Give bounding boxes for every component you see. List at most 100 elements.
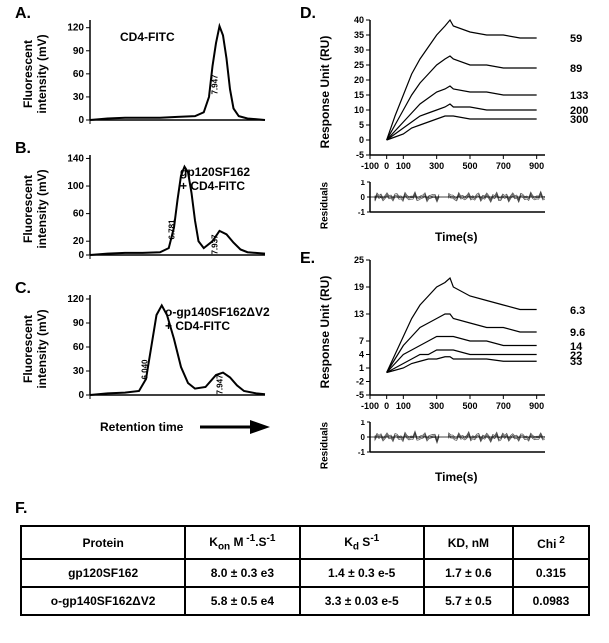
svg-text:40: 40	[354, 15, 364, 25]
panel-d-chart: -5 0 5 10 15 20 25 30 35 40 -100 0 100 300 500 700 900	[345, 15, 575, 175]
svg-text:-100: -100	[361, 161, 379, 171]
svg-text:120: 120	[67, 294, 84, 305]
table-cell: 8.0 ± 0.3 e3	[185, 559, 299, 587]
curve-label: 89	[570, 63, 582, 75]
table-cell: 5.8 ± 0.5 e4	[185, 587, 299, 615]
panel-c-title: o-gp140SF162ΔV2+ CD4-FITC	[165, 305, 270, 333]
svg-text:100: 100	[396, 161, 411, 171]
curve-label: 9.6	[570, 327, 585, 339]
svg-text:0: 0	[359, 135, 364, 145]
table-header-cell: KD, nM	[424, 526, 513, 559]
panel-e-ylabel: Response Unit (RU)	[318, 257, 332, 407]
table-cell: 5.7 ± 0.5	[424, 587, 513, 615]
panel-a-peak: 7.947	[211, 74, 220, 94]
svg-text:19: 19	[354, 282, 364, 292]
panel-a-label: A.	[15, 5, 31, 23]
panel-e-xlabel: Time(s)	[435, 470, 477, 484]
curve-label: 300	[570, 114, 588, 126]
panel-c-peak1: 6.040	[141, 359, 150, 379]
table-cell: 0.315	[513, 559, 589, 587]
svg-text:500: 500	[462, 161, 477, 171]
svg-text:300: 300	[429, 401, 444, 411]
panel-e-label: E.	[300, 250, 315, 268]
svg-text:900: 900	[529, 401, 544, 411]
svg-text:1: 1	[361, 180, 366, 187]
svg-text:25: 25	[354, 255, 364, 265]
panel-c-ylabel: Fluorescentintensity (mV)	[21, 309, 49, 389]
svg-text:100: 100	[396, 401, 411, 411]
panel-e-residuals-label: Residuals	[320, 416, 331, 476]
table-cell: gp120SF162	[21, 559, 185, 587]
svg-text:-5: -5	[356, 150, 364, 160]
svg-text:-1: -1	[358, 448, 366, 457]
table-cell: 1.7 ± 0.6	[424, 559, 513, 587]
svg-text:25: 25	[354, 60, 364, 70]
curve-label: 6.3	[570, 305, 585, 317]
svg-text:5: 5	[359, 120, 364, 130]
panel-d-label: D.	[300, 5, 316, 23]
svg-text:0: 0	[78, 250, 84, 261]
svg-text:700: 700	[496, 401, 511, 411]
table-header-cell: Protein	[21, 526, 185, 559]
svg-text:0: 0	[384, 161, 389, 171]
svg-text:700: 700	[496, 161, 511, 171]
svg-text:900: 900	[529, 161, 544, 171]
svg-text:30: 30	[354, 45, 364, 55]
svg-text:20: 20	[354, 75, 364, 85]
panel-e-residuals: -1 0 1	[345, 420, 575, 465]
table-cell: 1.4 ± 0.3 e-5	[300, 559, 424, 587]
curve-label: 133	[570, 90, 588, 102]
panel-b-label: B.	[15, 140, 31, 158]
panel-b-title: gp120SF162+ CD4-FITC	[180, 165, 250, 193]
svg-text:13: 13	[354, 309, 364, 319]
svg-text:1: 1	[359, 363, 364, 373]
svg-text:60: 60	[73, 69, 85, 80]
panel-c-label: C.	[15, 280, 31, 298]
curve-label: 33	[570, 356, 582, 368]
panel-a-ylabel: Fluorescentintensity (mV)	[21, 34, 49, 114]
table-header-cell: Kon M -1.S-1	[185, 526, 299, 559]
svg-text:0: 0	[384, 401, 389, 411]
svg-text:60: 60	[73, 342, 85, 353]
svg-text:30: 30	[73, 92, 85, 103]
svg-text:20: 20	[73, 236, 85, 247]
panel-b-ylabel: Fluorescentintensity (mV)	[21, 169, 49, 249]
svg-text:15: 15	[354, 90, 364, 100]
svg-text:4: 4	[359, 350, 364, 360]
svg-text:90: 90	[73, 318, 85, 329]
panel-b-peak2: 7.937	[211, 234, 220, 254]
panel-c-xlabel: Retention time	[100, 420, 183, 434]
svg-text:0: 0	[78, 115, 84, 126]
svg-text:7: 7	[359, 336, 364, 346]
panel-d-ylabel: Response Unit (RU)	[318, 17, 332, 167]
kinetics-table: ProteinKon M -1.S-1Kd S-1KD, nMChi 2 gp1…	[20, 525, 590, 616]
svg-text:10: 10	[354, 105, 364, 115]
svg-text:500: 500	[462, 401, 477, 411]
panel-d-xlabel: Time(s)	[435, 230, 477, 244]
panel-d-residuals-label: Residuals	[320, 176, 331, 236]
panel-b-peak1: 6.781	[168, 219, 177, 239]
svg-text:0: 0	[361, 193, 366, 202]
panel-d-residuals: -101	[345, 180, 575, 225]
table-header-cell: Kd S-1	[300, 526, 424, 559]
table-cell: 3.3 ± 0.03 e-5	[300, 587, 424, 615]
retention-time-arrow	[200, 420, 270, 435]
svg-text:140: 140	[67, 153, 84, 164]
svg-text:60: 60	[73, 209, 85, 220]
svg-text:-2: -2	[356, 377, 364, 387]
svg-text:90: 90	[73, 46, 85, 57]
svg-text:300: 300	[429, 161, 444, 171]
svg-text:0: 0	[361, 433, 366, 442]
svg-text:-100: -100	[361, 401, 379, 411]
panel-f-label: F.	[15, 500, 27, 518]
svg-text:0: 0	[78, 390, 84, 401]
svg-text:100: 100	[67, 181, 84, 192]
svg-text:1: 1	[361, 420, 366, 427]
panel-a-title: CD4-FITC	[120, 30, 175, 44]
table-cell: 0.0983	[513, 587, 589, 615]
panel-c-peak2: 7.947	[216, 374, 225, 394]
table-header-cell: Chi 2	[513, 526, 589, 559]
svg-text:35: 35	[354, 30, 364, 40]
panel-e-chart: -5-2147131925-1000100300500700900	[345, 255, 575, 415]
table-cell: o-gp140SF162ΔV2	[21, 587, 185, 615]
